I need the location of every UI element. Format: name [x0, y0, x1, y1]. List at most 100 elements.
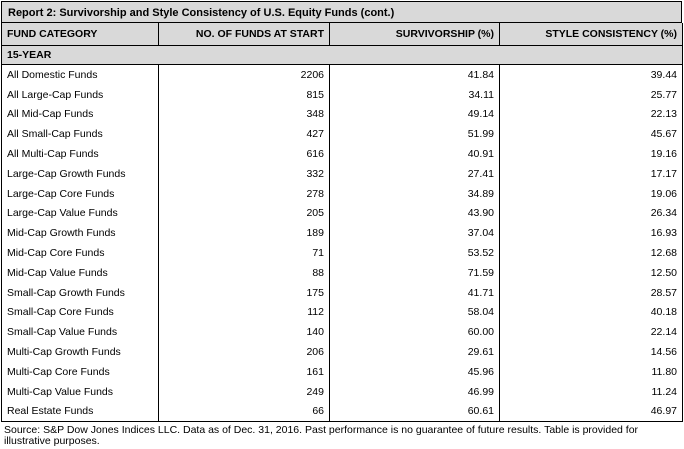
header-no-of-funds: NO. OF FUNDS AT START [158, 23, 330, 46]
header-row: FUND CATEGORY NO. OF FUNDS AT START SURV… [1, 23, 683, 46]
survivorship-table: FUND CATEGORY NO. OF FUNDS AT START SURV… [1, 23, 683, 423]
cell-style-consistency: 19.16 [499, 144, 683, 164]
cell-no-of-funds: 161 [158, 361, 330, 382]
table-row: All Small-Cap Funds 427 51.99 45.67 [1, 124, 683, 145]
cell-survivorship: 27.41 [329, 163, 500, 184]
cell-style-consistency: 19.06 [499, 183, 683, 204]
cell-fund-category: Small-Cap Growth Funds [1, 282, 159, 303]
section-label: 15-YEAR [1, 45, 683, 65]
cell-survivorship: 34.89 [329, 183, 500, 204]
source-note: Source: S&P Dow Jones Indices LLC. Data … [4, 424, 639, 448]
table-row: Mid-Cap Growth Funds 189 37.04 16.93 [1, 223, 683, 244]
cell-style-consistency: 16.93 [499, 223, 683, 244]
header-survivorship: SURVIVORSHIP (%) [329, 23, 500, 46]
table-row: Mid-Cap Core Funds 71 53.52 12.68 [1, 243, 683, 263]
cell-fund-category: Mid-Cap Core Funds [1, 243, 159, 263]
cell-fund-category: All Multi-Cap Funds [1, 144, 159, 164]
table-row: All Domestic Funds 2206 41.84 39.44 [1, 64, 683, 85]
cell-style-consistency: 26.34 [499, 203, 683, 224]
cell-fund-category: Mid-Cap Value Funds [1, 262, 159, 283]
cell-style-consistency: 25.77 [499, 84, 683, 105]
cell-no-of-funds: 815 [158, 84, 330, 105]
cell-survivorship: 49.14 [329, 104, 500, 125]
cell-style-consistency: 46.97 [499, 401, 683, 423]
cell-survivorship: 29.61 [329, 342, 500, 362]
cell-fund-category: All Mid-Cap Funds [1, 104, 159, 125]
cell-style-consistency: 45.67 [499, 124, 683, 145]
table-row: Multi-Cap Value Funds 249 46.99 11.24 [1, 381, 683, 402]
table-row: All Large-Cap Funds 815 34.11 25.77 [1, 84, 683, 105]
cell-survivorship: 46.99 [329, 381, 500, 402]
table-row: All Mid-Cap Funds 348 49.14 22.13 [1, 104, 683, 125]
cell-fund-category: Mid-Cap Growth Funds [1, 223, 159, 244]
cell-fund-category: Multi-Cap Growth Funds [1, 342, 159, 362]
table-row: Small-Cap Core Funds 112 58.04 40.18 [1, 302, 683, 323]
cell-fund-category: Small-Cap Value Funds [1, 322, 159, 343]
table-row: Multi-Cap Core Funds 161 45.96 11.80 [1, 361, 683, 382]
cell-survivorship: 60.61 [329, 401, 500, 423]
cell-no-of-funds: 249 [158, 381, 330, 402]
cell-survivorship: 41.84 [329, 64, 500, 85]
cell-survivorship: 37.04 [329, 223, 500, 244]
cell-style-consistency: 12.68 [499, 243, 683, 263]
cell-fund-category: Small-Cap Core Funds [1, 302, 159, 323]
table-row: Multi-Cap Growth Funds 206 29.61 14.56 [1, 342, 683, 362]
cell-style-consistency: 40.18 [499, 302, 683, 323]
cell-fund-category: Real Estate Funds [1, 401, 159, 423]
table-row: All Multi-Cap Funds 616 40.91 19.16 [1, 144, 683, 164]
cell-no-of-funds: 88 [158, 262, 330, 283]
cell-style-consistency: 28.57 [499, 282, 683, 303]
cell-fund-category: All Small-Cap Funds [1, 124, 159, 145]
cell-no-of-funds: 206 [158, 342, 330, 362]
cell-style-consistency: 14.56 [499, 342, 683, 362]
cell-style-consistency: 39.44 [499, 64, 683, 85]
table-row: Small-Cap Growth Funds 175 41.71 28.57 [1, 282, 683, 303]
cell-no-of-funds: 616 [158, 144, 330, 164]
cell-no-of-funds: 112 [158, 302, 330, 323]
cell-style-consistency: 11.80 [499, 361, 683, 382]
cell-no-of-funds: 205 [158, 203, 330, 224]
cell-fund-category: All Domestic Funds [1, 64, 159, 85]
table-row: Large-Cap Value Funds 205 43.90 26.34 [1, 203, 683, 224]
cell-survivorship: 41.71 [329, 282, 500, 303]
cell-no-of-funds: 348 [158, 104, 330, 125]
table-row: Real Estate Funds 66 60.61 46.97 [1, 401, 683, 423]
cell-style-consistency: 22.13 [499, 104, 683, 125]
report-title: Report 2: Survivorship and Style Consist… [1, 1, 682, 23]
section-row: 15-YEAR [1, 45, 683, 65]
cell-no-of-funds: 71 [158, 243, 330, 263]
cell-fund-category: All Large-Cap Funds [1, 84, 159, 105]
cell-survivorship: 51.99 [329, 124, 500, 145]
cell-survivorship: 40.91 [329, 144, 500, 164]
cell-style-consistency: 11.24 [499, 381, 683, 402]
header-fund-category: FUND CATEGORY [1, 23, 159, 46]
cell-survivorship: 58.04 [329, 302, 500, 323]
cell-no-of-funds: 66 [158, 401, 330, 423]
table-row: Mid-Cap Value Funds 88 71.59 12.50 [1, 262, 683, 283]
cell-style-consistency: 22.14 [499, 322, 683, 343]
cell-fund-category: Large-Cap Value Funds [1, 203, 159, 224]
table-row: Large-Cap Growth Funds 332 27.41 17.17 [1, 163, 683, 184]
cell-survivorship: 53.52 [329, 243, 500, 263]
cell-fund-category: Multi-Cap Core Funds [1, 361, 159, 382]
cell-no-of-funds: 427 [158, 124, 330, 145]
table-row: Small-Cap Value Funds 140 60.00 22.14 [1, 322, 683, 343]
cell-style-consistency: 17.17 [499, 163, 683, 184]
cell-no-of-funds: 189 [158, 223, 330, 244]
header-style-consistency: STYLE CONSISTENCY (%) [499, 23, 683, 46]
cell-survivorship: 71.59 [329, 262, 500, 283]
table-row: Large-Cap Core Funds 278 34.89 19.06 [1, 183, 683, 204]
cell-fund-category: Multi-Cap Value Funds [1, 381, 159, 402]
cell-fund-category: Large-Cap Growth Funds [1, 163, 159, 184]
cell-no-of-funds: 175 [158, 282, 330, 303]
cell-no-of-funds: 332 [158, 163, 330, 184]
cell-survivorship: 34.11 [329, 84, 500, 105]
cell-no-of-funds: 278 [158, 183, 330, 204]
cell-no-of-funds: 140 [158, 322, 330, 343]
cell-fund-category: Large-Cap Core Funds [1, 183, 159, 204]
cell-no-of-funds: 2206 [158, 64, 330, 85]
cell-survivorship: 45.96 [329, 361, 500, 382]
cell-survivorship: 60.00 [329, 322, 500, 343]
cell-style-consistency: 12.50 [499, 262, 683, 283]
